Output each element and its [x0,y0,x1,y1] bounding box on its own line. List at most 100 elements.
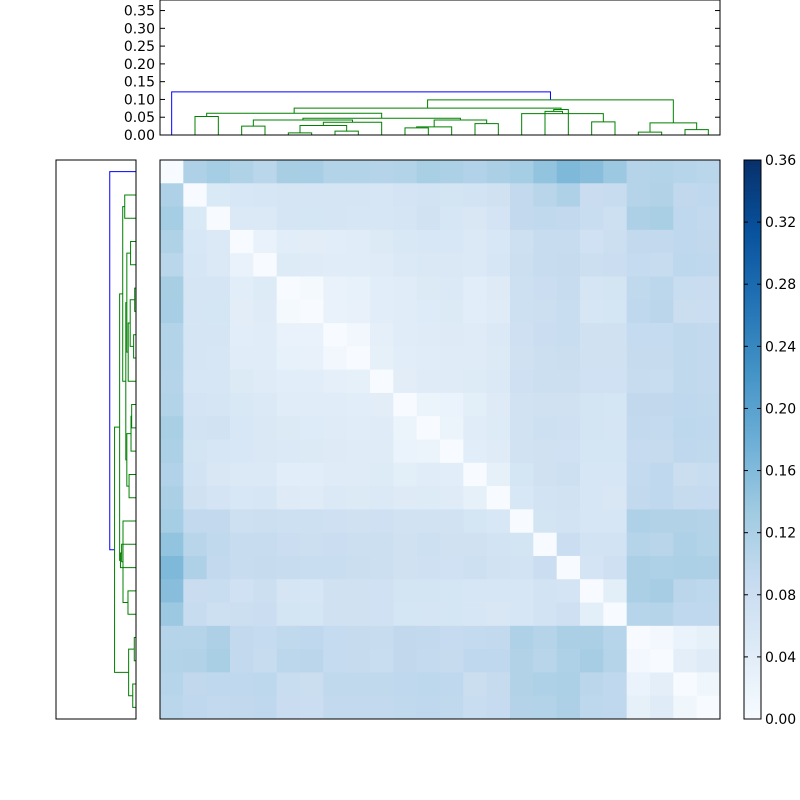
heatmap-cell [440,369,464,394]
heatmap-cell [393,602,418,627]
top-dendrogram-link [241,125,266,135]
heatmap-cell [230,299,254,324]
heatmap-cell [253,299,278,324]
heatmap-cell [673,625,698,650]
heatmap-cell [486,299,511,324]
heatmap-cell [300,346,324,371]
heatmap-cell [230,649,254,673]
heatmap-cell [160,625,184,650]
heatmap-cell [160,649,184,673]
top-dendrogram-link [591,121,616,135]
heatmap-cell [276,695,301,720]
heatmap-cell [440,323,464,347]
heatmap-cell [370,183,394,207]
heatmap-cell [183,672,208,697]
heatmap-cell [463,299,488,324]
heatmap-cell [300,602,324,627]
heatmap-cell [416,253,441,277]
heatmap-cell [346,509,371,534]
heatmap-cell [603,229,628,254]
heatmap-cell [580,369,604,394]
heatmap-cell [183,486,208,510]
heatmap-cell [510,183,534,207]
top-dendrogram-link [637,131,663,135]
colorbar-tick-label: 0.00 [765,712,796,728]
heatmap-cell [253,509,278,534]
heatmap-cell [253,579,278,603]
heatmap-cell [533,695,558,720]
heatmap-cell [183,625,208,650]
heatmap-cell [253,253,278,277]
heatmap-cell [650,392,674,417]
heatmap-cell [696,346,721,371]
heatmap-cell [183,602,208,627]
heatmap-cell [510,532,534,557]
heatmap-cell [253,369,278,394]
heatmap-cell [696,299,721,324]
heatmap-cell [230,555,254,580]
heatmap-cell [323,416,348,440]
heatmap-cell [673,416,698,440]
heatmap-cell [160,299,184,324]
heatmap-cell [556,649,581,673]
heatmap-cell [276,416,301,440]
heatmap-cell [626,695,651,720]
top-dendrogram-links [171,91,709,135]
heatmap-cell [673,509,698,534]
heatmap-cell [253,695,278,720]
heatmap-cell [463,323,488,347]
heatmap-cell [556,346,581,371]
heatmap-cell [556,439,581,464]
heatmap-cell [183,323,208,347]
heatmap-cell [323,369,348,394]
heatmap-cell [486,649,511,673]
heatmap-cell [206,160,231,184]
heatmap-cell [160,486,184,510]
heatmap-cell [463,439,488,464]
heatmap-cell [346,229,371,254]
heatmap-cell [510,253,534,277]
heatmap-cell [370,672,394,697]
heatmap-cell [650,276,674,301]
heatmap-cell [440,462,464,487]
heatmap-cell [463,392,488,417]
heatmap-cell [603,579,628,603]
heatmap-cell [533,229,558,254]
top-dendrogram-link [433,119,488,127]
heatmap-cell [486,532,511,557]
heatmap-cell [276,299,301,324]
heatmap-cell [580,416,604,440]
heatmap-cell [673,369,698,394]
heatmap-cell [276,160,301,184]
heatmap-cell [183,439,208,464]
heatmap-cell [556,253,581,277]
heatmap-cell [346,276,371,301]
heatmap-cell [300,695,324,720]
top-dendrogram-link [334,130,359,135]
top-dendrogram-tick-label: 0.10 [124,92,155,108]
heatmap-cell [323,276,348,301]
heatmap-cell [183,509,208,534]
heatmap-cell [346,579,371,603]
heatmap-cell [696,486,721,510]
heatmap-cell [533,206,558,231]
heatmap-cell [673,672,698,697]
heatmap-cell [440,346,464,371]
heatmap-cell [230,602,254,627]
heatmap-cell [206,439,231,464]
heatmap-cell [323,229,348,254]
heatmap-cell [300,323,324,347]
heatmap-cell [206,369,231,394]
heatmap-cell [253,532,278,557]
heatmap-cell [393,672,418,697]
heatmap-cell [556,625,581,650]
heatmap-cell [580,439,604,464]
heatmap-cell [393,416,418,440]
heatmap-cell [626,625,651,650]
heatmap-cell [510,462,534,487]
heatmap-cell [696,555,721,580]
heatmap-cell [206,206,231,231]
heatmap-cell [253,416,278,440]
heatmap-cell [323,602,348,627]
top-dendrogram-link [322,121,383,135]
